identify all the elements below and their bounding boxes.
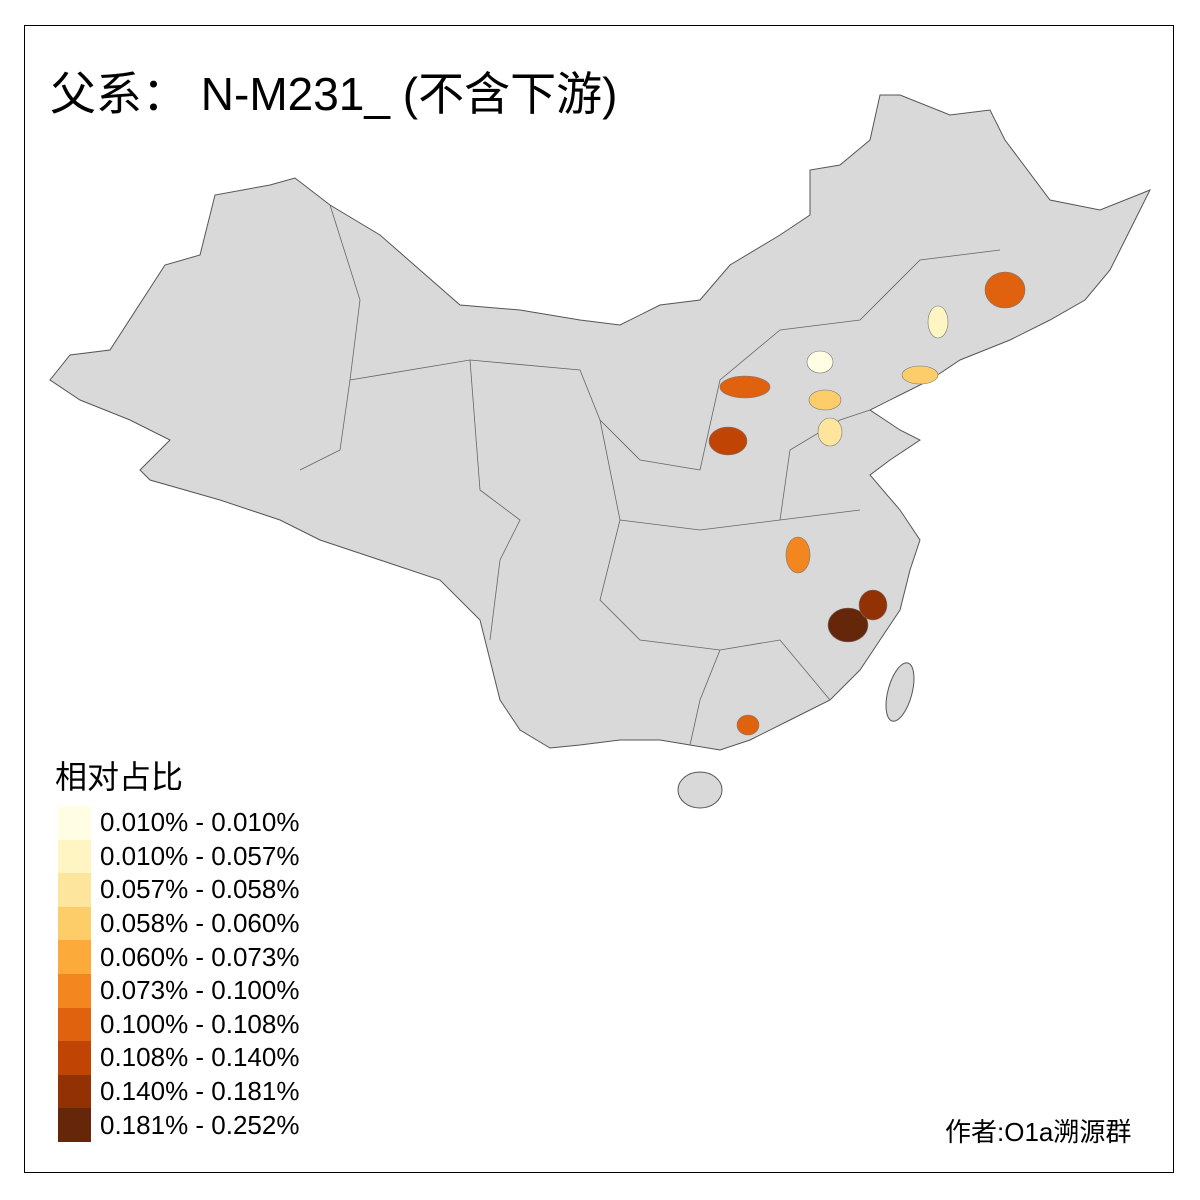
legend-label: 0.181% - 0.252% (100, 1109, 300, 1140)
legend-swatch (58, 940, 91, 974)
legend-swatch (58, 873, 91, 907)
legend-swatch (58, 974, 91, 1008)
legend-label: 0.060% - 0.073% (100, 941, 300, 972)
legend-item: 0.058% - 0.060% (58, 906, 300, 941)
plot-frame (24, 25, 1174, 1173)
highlighted-region (808, 389, 842, 411)
map-title: 父系： N-M231_ (不含下游) (50, 68, 618, 120)
legend-item: 0.060% - 0.073% (58, 940, 299, 974)
legend-item: 0.073% - 0.100% (58, 974, 299, 1008)
legend-label: 0.140% - 0.181% (100, 1076, 300, 1107)
legend-swatch (58, 806, 91, 840)
legend-item: 0.108% - 0.140% (58, 1041, 299, 1075)
province-borders (299, 204, 1001, 746)
legend-label: 0.010% - 0.057% (100, 840, 300, 871)
legend-item: 0.010% - 0.057% (58, 839, 300, 874)
legend-swatch (58, 839, 91, 874)
legend-item: 0.100% - 0.108% (58, 1007, 300, 1042)
highlighted-region (817, 417, 843, 447)
highlighted-region (785, 536, 811, 574)
legend-label: 0.058% - 0.060% (100, 908, 300, 939)
legend-label: 0.010% - 0.010% (100, 807, 300, 838)
china-mainland (49, 94, 1152, 751)
highlighted-region (719, 375, 771, 399)
legend-swatch (58, 1074, 91, 1109)
highlighted-region (736, 714, 760, 736)
legend-item: 0.181% - 0.252% (58, 1108, 299, 1142)
legend-label: 0.073% - 0.100% (100, 975, 300, 1006)
legend-item: 0.140% - 0.181% (58, 1074, 300, 1109)
taiwan-island (885, 662, 915, 722)
legend-label: 0.108% - 0.140% (100, 1042, 300, 1073)
highlighted-region (901, 365, 939, 385)
highlighted-region (984, 271, 1026, 309)
highlighted-region (806, 350, 834, 374)
highlighted-region (827, 607, 869, 643)
highlighted-region (927, 305, 949, 339)
legend-title: 相对占比 (55, 758, 184, 796)
highlighted-region (708, 426, 748, 456)
highlighted-region (858, 589, 888, 621)
legend-label: 0.100% - 0.108% (100, 1008, 300, 1039)
legend-swatch (58, 1108, 91, 1142)
legend-swatch (58, 1041, 91, 1075)
legend-swatch (58, 1007, 91, 1042)
legend-label: 0.057% - 0.058% (100, 874, 300, 905)
hainan-island (677, 771, 723, 809)
author-credit: 作者:O1a溯源群 (945, 1117, 1132, 1147)
legend-swatch (58, 906, 91, 941)
legend-item: 0.010% - 0.010% (58, 806, 299, 840)
legend-item: 0.057% - 0.058% (58, 873, 299, 907)
